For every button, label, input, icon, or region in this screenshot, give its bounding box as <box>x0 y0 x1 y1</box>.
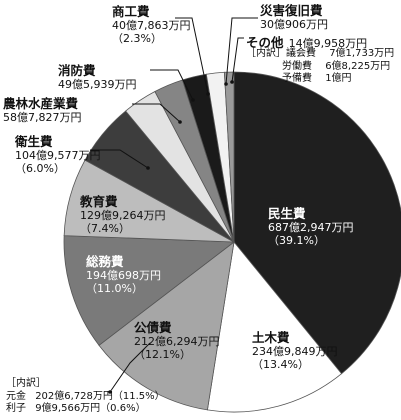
breakdown-item-amount: 1億円 <box>325 73 352 84</box>
leader-nourin <box>132 103 181 123</box>
slice-name: 商工費 <box>112 4 150 19</box>
label-soumu: 総務費 194億698万円 （11.0%） <box>86 254 161 295</box>
label-kousai: 公債費 212億6,294万円 （12.1%） <box>134 320 220 361</box>
breakdown-item-amount: 9億9,566万円（0.6%） <box>35 403 146 414</box>
leader-sonota-dot <box>230 80 234 84</box>
leader-shoubou-dot <box>191 98 195 102</box>
slice-amount: 212億6,294万円 <box>134 335 220 348</box>
slice-amount: 234億9,849万円 <box>252 345 338 358</box>
slice-name: その他 <box>246 35 284 50</box>
breakdown-row: 労働費 6億8,225万円 <box>246 61 394 74</box>
leader-eisei-dot <box>146 166 150 170</box>
breakdown-item-name: 労働費 <box>282 60 312 72</box>
breakdown-item-amount: 7億1,733万円 <box>329 48 395 59</box>
breakdown-row: ［内訳］議会費 7億1,733万円 <box>246 48 394 61</box>
slice-name: 災害復旧費 <box>260 3 323 18</box>
leader-eisei <box>90 149 149 169</box>
leader-nourin-dot <box>178 120 182 124</box>
label-minsei: 民生費 687億2,947万円 （39.1%） <box>268 206 354 247</box>
breakdown-item-name: 予備費 <box>282 73 312 84</box>
leader-kousai <box>109 342 151 393</box>
breakdown-item-amount: 202億6,728万円（11.5%） <box>35 390 165 402</box>
slice-amount: 129億9,264万円 <box>80 209 166 222</box>
label-eisei: 衛生費 104億9,577万円 （6.0%） <box>15 134 101 175</box>
breakdown-row: 予備費 1億円 <box>246 73 394 86</box>
leader-saigai-dot <box>224 82 228 86</box>
label-nourin: 農林水産業費 58億7,827万円 <box>3 96 82 124</box>
other-breakdown: ［内訳］議会費 7億1,733万円 労働費 6億8,225万円 予備費 1億円 <box>246 48 394 86</box>
debt-breakdown: ［内訳］ 元金 202億6,728万円（11.5%） 利子 9億9,566万円（… <box>6 378 165 416</box>
label-kyouiku: 教育費 129億9,264万円 （7.4%） <box>80 194 166 235</box>
label-shoubou: 消防費 49億5,939万円 <box>58 63 137 91</box>
breakdown-item-name: 利子 <box>6 403 26 414</box>
pie-slice-2 <box>98 241 235 411</box>
label-sonota: その他 14億9,958万円 <box>246 32 367 51</box>
slice-percent: （13.4%） <box>252 358 309 372</box>
label-shoukou: 商工費 40億7,863万円 （2.3%） <box>112 4 191 45</box>
slice-name: 総務費 <box>86 254 124 269</box>
leader-sonota <box>231 37 244 83</box>
slice-percent: （11.0%） <box>86 282 143 296</box>
breakdown-item-name: 議会費 <box>286 48 316 59</box>
slice-percent: （2.3%） <box>112 32 162 46</box>
leader-shoukou <box>175 17 209 95</box>
breakdown-header: ［内訳］ <box>246 48 286 59</box>
slice-amount: 30億906万円 <box>260 18 328 31</box>
slice-percent: （12.1%） <box>134 348 191 362</box>
slice-percent: （7.4%） <box>80 222 130 236</box>
slice-name: 消防費 <box>58 63 96 78</box>
slice-name: 民生費 <box>268 206 306 221</box>
breakdown-item-name: 元金 <box>6 390 26 402</box>
slice-name: 公債費 <box>134 320 172 335</box>
slice-name: 教育費 <box>80 194 118 209</box>
leader-shoubou <box>150 69 194 101</box>
breakdown-header: ［内訳］ <box>6 378 46 389</box>
slice-name: 衛生費 <box>15 134 53 149</box>
slice-percent: （39.1%） <box>268 234 325 248</box>
slice-amount: 687億2,947万円 <box>268 221 354 234</box>
slice-percent: （6.0%） <box>15 162 65 176</box>
pie-slice-0 <box>233 71 401 375</box>
slice-name: 土木費 <box>252 330 290 345</box>
leader-kousai-dot <box>108 390 112 394</box>
leader-shoukou-dot <box>206 92 210 96</box>
breakdown-item-amount: 6億8,225万円 <box>325 60 391 72</box>
slice-name: 農林水産業費 <box>3 96 79 111</box>
slice-amount: 40億7,863万円 <box>112 19 191 32</box>
pie-slice-3 <box>63 235 236 346</box>
pie-slice-10 <box>223 71 235 243</box>
slice-amount: 194億698万円 <box>86 269 161 282</box>
slice-amount: 104億9,577万円 <box>15 149 101 162</box>
slice-amount: 49億5,939万円 <box>58 78 137 91</box>
pie-slice-1 <box>206 241 343 413</box>
breakdown-row: 元金 202億6,728万円（11.5%） <box>6 391 165 404</box>
leader-saigai <box>225 17 258 85</box>
label-saigai: 災害復旧費 30億906万円 <box>260 3 328 31</box>
label-doboku: 土木費 234億9,849万円 （13.4%） <box>252 330 338 371</box>
breakdown-row: 利子 9億9,566万円（0.6%） <box>6 403 165 416</box>
slice-amount: 14億9,958万円 <box>288 37 368 50</box>
slice-amount: 58億7,827万円 <box>3 111 82 124</box>
